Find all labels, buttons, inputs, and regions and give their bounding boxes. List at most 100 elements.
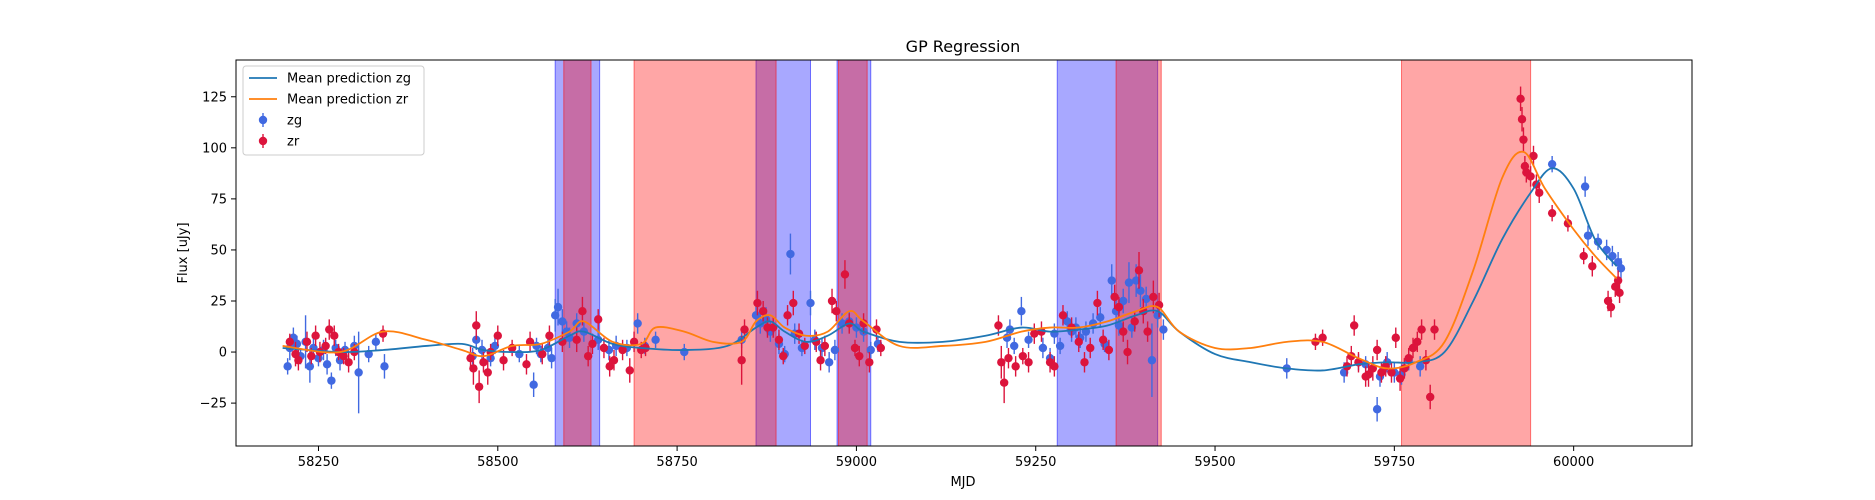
zr-point-series-point (1368, 364, 1378, 373)
zr-point-series-point (758, 307, 768, 316)
zr-point-series-point (1517, 115, 1527, 124)
zr-point-series-point (783, 311, 792, 320)
zr-point-series-point (1547, 208, 1557, 218)
zr-point-series-point (344, 358, 353, 367)
zg-point-series-point (1010, 341, 1019, 351)
zg-point-series-point (1017, 307, 1026, 316)
zr-point-series-point (1519, 135, 1528, 144)
zr-point-series-point (1579, 251, 1588, 261)
x-tick-label: 58500 (477, 455, 518, 470)
zg-point-series-point (866, 345, 875, 355)
zr-point-series-point (1114, 302, 1124, 312)
plot-area: 58250 58500 58750 59000 59250 59500 59750 60000… (200, 59, 1693, 470)
zr-point-series-point (1119, 327, 1128, 336)
y-tick-label: 75 (210, 192, 227, 207)
zr-point-series-point (522, 360, 531, 369)
zg-point-series-point (547, 353, 556, 363)
zg-point-series-point (1580, 182, 1590, 191)
zr-point-series-point (1318, 333, 1327, 342)
y-tick-label: −25 (200, 397, 227, 412)
zg-point-series-point (490, 341, 500, 351)
zr-point-series-point (816, 356, 825, 365)
zr-point-series-point (737, 356, 746, 365)
mean-prediction-zr-line (282, 150, 1618, 370)
zr-point-series-point (307, 351, 316, 361)
zr-point-series-point (840, 270, 850, 279)
zr-point-series-point (294, 356, 303, 365)
zr-point-series-point (605, 362, 614, 371)
zr-point-series-point (1529, 151, 1538, 161)
zr-point-series-point (583, 351, 593, 361)
zr-point-series-point (1134, 266, 1144, 275)
zr-point-series-point (1149, 292, 1158, 302)
zr-point-series-point (800, 341, 809, 351)
zr-point-series-point (1011, 362, 1020, 371)
zr-point-series-point (466, 353, 475, 363)
zr-point-series-point (499, 356, 508, 365)
zg-point-series-point (283, 362, 292, 371)
zr-point-series-point (1364, 370, 1373, 379)
shaded-region-zg (554, 60, 601, 446)
zr-point-series-point (1395, 374, 1405, 383)
zr-point-series-point (1615, 288, 1624, 298)
y-tick-label: 100 (202, 141, 227, 156)
x-tick-label: 58750 (656, 455, 697, 470)
zg-point-series-point (786, 249, 795, 259)
zg-point-series-point (558, 317, 567, 326)
zg-point-series-point (1063, 317, 1072, 326)
zg-point-series-point (327, 376, 336, 385)
zr-point-series-point (1086, 343, 1095, 353)
zr-point-series-point (832, 307, 841, 316)
zg-point-series-point (1141, 294, 1151, 304)
zr-point-series-point (321, 341, 330, 351)
zg-point-series-point (651, 335, 660, 344)
zr-point-series-point (872, 325, 881, 334)
x-tick-label: 59500 (1194, 455, 1235, 470)
y-tick-label: 50 (210, 243, 227, 258)
zr-point-series-point (339, 351, 348, 361)
zr-point-series-point (1098, 335, 1108, 344)
zg-point-series-point (1547, 159, 1557, 169)
zg-point-series-point (1159, 325, 1168, 334)
zg-point-series-point (515, 349, 524, 359)
zg-point-series-point (529, 380, 538, 389)
x-tick-label: 59750 (1374, 455, 1415, 470)
zr-point-series-point (572, 335, 581, 344)
zg-point-series-point (1055, 341, 1065, 351)
zr-point-series-point (1372, 345, 1382, 355)
zr-point-series-point (1606, 302, 1616, 312)
x-tick-label: 58250 (298, 455, 339, 470)
zr-point-series-point (493, 331, 502, 340)
zr-point-series-point (820, 341, 830, 351)
legend-label: zg (287, 114, 302, 129)
zr-point-series-point (774, 335, 784, 344)
zr-point-series-point (1004, 353, 1013, 363)
shaded-regions (554, 60, 1532, 446)
zr-point-series-point (1123, 347, 1132, 357)
zr-point-series-point (1377, 368, 1386, 377)
zr-point-series-point (1050, 362, 1059, 371)
zr-point-series-point (1058, 311, 1068, 320)
zr-point-series-point (525, 337, 535, 347)
zg-point-series-point (806, 298, 815, 308)
zg-point-series-point (1415, 362, 1425, 371)
zr-point-series-point (1143, 327, 1152, 336)
zg-point-series-point (322, 360, 332, 369)
legend-box (242, 65, 425, 156)
plot-frame (235, 59, 1693, 447)
zr-point-series-point (325, 325, 334, 334)
zr-point-series-point (997, 358, 1006, 367)
zg-point-series-point (380, 362, 389, 371)
y-axis-ticks: −25 0 25 50 75 100 125 (200, 90, 236, 412)
zr-point-series-point (302, 337, 312, 347)
zr-point-series-point (1404, 353, 1413, 363)
zg-point-series-point (354, 368, 363, 377)
zr-point-series-point (1426, 392, 1435, 402)
zg-point-series-point (553, 302, 563, 312)
zg-point-series-point (1616, 264, 1626, 273)
zr-point-series-point (1588, 262, 1597, 271)
zg-point-series-point (1136, 286, 1145, 295)
zg-point-series-point (1107, 276, 1116, 285)
zr-point-series-point (1024, 358, 1033, 367)
